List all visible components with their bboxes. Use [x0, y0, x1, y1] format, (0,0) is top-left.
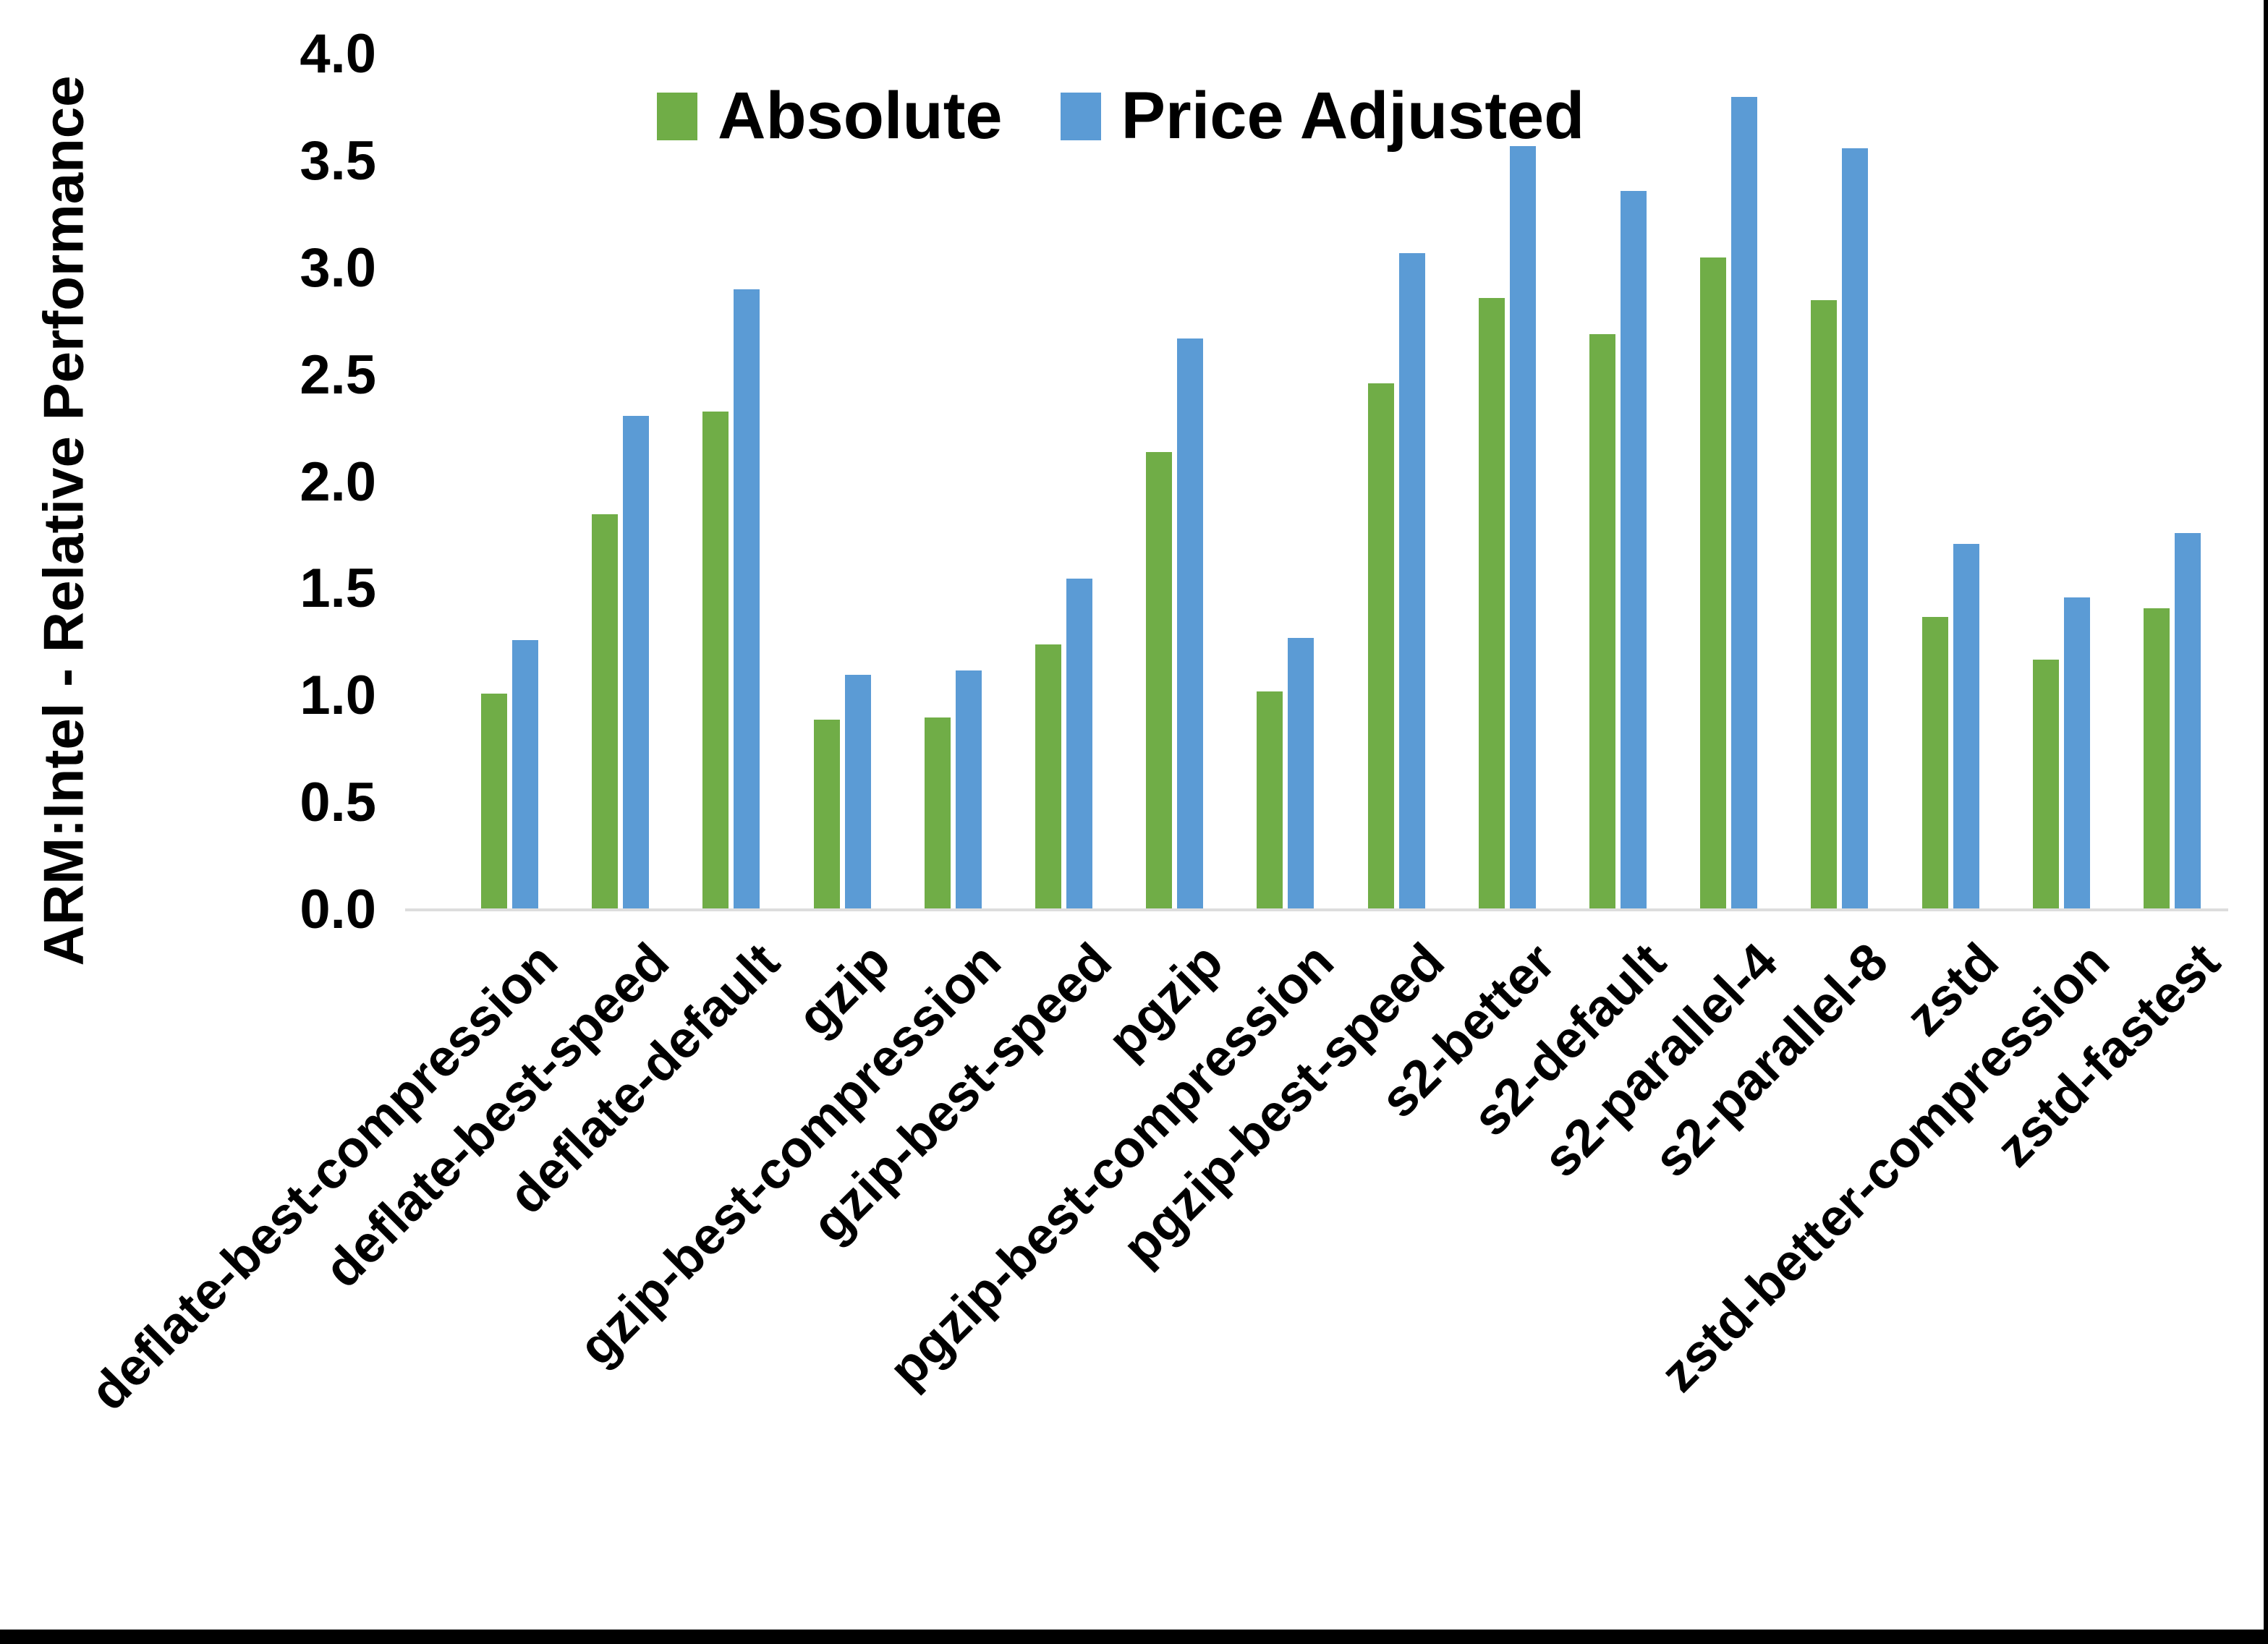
bar-price-adjusted: [1399, 253, 1425, 910]
bar-price-adjusted: [1731, 97, 1757, 910]
bar-absolute: [1146, 452, 1172, 910]
bar-price-adjusted: [1842, 148, 1868, 910]
right-border-bar: [2264, 0, 2268, 1644]
bar-absolute: [1811, 300, 1837, 910]
bar-absolute: [702, 412, 729, 910]
bar-absolute: [1700, 257, 1726, 910]
bar-price-adjusted: [1177, 338, 1203, 910]
y-tick-label: 0.5: [300, 772, 376, 833]
bar-price-adjusted: [956, 670, 982, 910]
y-tick-label: 2.5: [300, 344, 376, 406]
bar-price-adjusted: [512, 640, 538, 910]
bar-price-adjusted: [1288, 638, 1314, 910]
category-label: deflate-best-compression: [79, 932, 569, 1422]
bar-absolute: [1368, 383, 1394, 910]
bar-absolute: [814, 720, 840, 910]
legend-item-absolute: Absolute: [657, 78, 1003, 154]
bar-absolute: [1035, 644, 1061, 910]
bar-absolute: [592, 514, 618, 910]
bar-price-adjusted: [1510, 146, 1536, 910]
bar-absolute: [1479, 298, 1505, 910]
legend-swatch-price-adjusted: [1060, 92, 1101, 140]
legend: Absolute Price Adjusted: [657, 78, 1584, 154]
legend-label-price-adjusted: Price Adjusted: [1121, 79, 1585, 153]
bar-absolute: [1257, 691, 1283, 910]
y-tick-label: 1.5: [300, 558, 376, 619]
y-axis-title: ARM:Intel - Relative Performance: [31, 75, 95, 966]
y-tick-label: 3.0: [300, 237, 376, 299]
legend-item-price-adjusted: Price Adjusted: [1060, 78, 1585, 154]
bar-price-adjusted: [623, 416, 649, 910]
y-tick-label: 2.0: [300, 451, 376, 513]
bar-absolute: [481, 694, 507, 910]
bar-price-adjusted: [734, 289, 760, 910]
bar-price-adjusted: [2064, 597, 2090, 910]
bar-absolute: [1589, 334, 1615, 910]
y-tick-label: 3.5: [300, 130, 376, 192]
bar-absolute: [1922, 617, 1948, 910]
legend-swatch-absolute: [657, 92, 697, 140]
bar-absolute: [2144, 608, 2170, 910]
bar-price-adjusted: [1621, 191, 1647, 910]
bar-absolute: [2033, 660, 2059, 910]
bottom-border-bar: [0, 1630, 2268, 1644]
bar-price-adjusted: [845, 675, 871, 910]
x-axis-line: [405, 908, 2228, 911]
bar-price-adjusted: [2175, 533, 2201, 910]
bar-absolute: [925, 717, 951, 910]
y-tick-label: 4.0: [300, 23, 376, 85]
legend-label-absolute: Absolute: [718, 79, 1003, 153]
y-tick-label: 1.0: [300, 665, 376, 726]
y-tick-label: 0.0: [300, 879, 376, 940]
bar-price-adjusted: [1066, 579, 1092, 910]
bar-price-adjusted: [1953, 544, 1979, 910]
